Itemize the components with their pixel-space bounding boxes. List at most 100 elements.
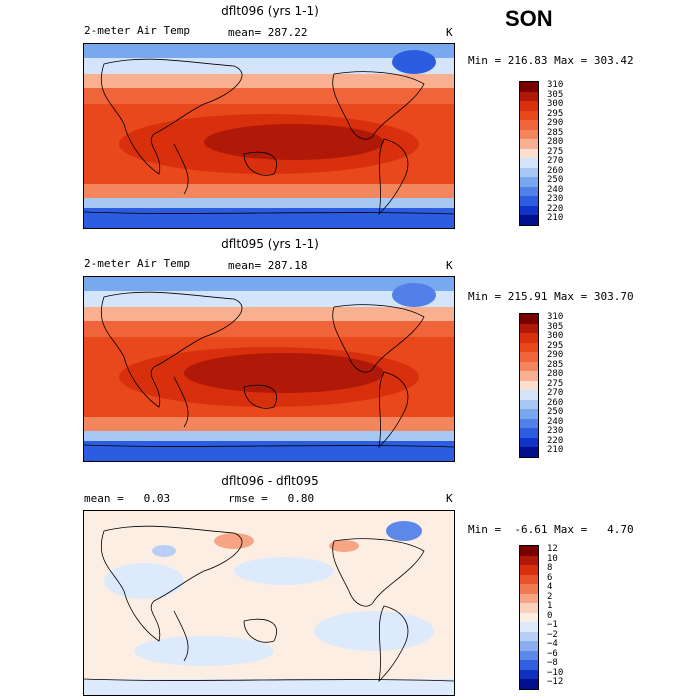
- colorbar-tick-label: 4: [547, 582, 553, 592]
- colorbar-tick-label: 6: [547, 572, 553, 583]
- colorbar-swatch: [520, 215, 538, 225]
- colorbar-tick-label: 240: [547, 184, 564, 195]
- colorbar-swatch: [520, 158, 538, 168]
- colorbar-swatch: [520, 399, 538, 409]
- colorbar-swatch: [520, 371, 538, 381]
- colorbar-tick-label: 275: [547, 378, 564, 389]
- colorbar-swatch: [520, 333, 538, 343]
- colorbar-swatch: [520, 352, 538, 362]
- colorbar-swatch: [520, 177, 538, 187]
- colorbar-tick-label: 310: [547, 80, 564, 90]
- colorbar-swatch: [520, 409, 538, 419]
- colorbar-tick-label: 260: [547, 397, 564, 408]
- colorbar-swatch: [520, 565, 538, 575]
- colorbar-swatch: [520, 82, 538, 92]
- colorbar-tick-label: 230: [547, 194, 564, 204]
- panel-2-variable-label: 2-meter Air Temp: [84, 257, 190, 270]
- panel-3-unit: K: [446, 492, 453, 505]
- colorbar-swatch: [520, 660, 538, 670]
- colorbar-tick-label: −12: [547, 677, 564, 687]
- colorbar-swatch: [520, 148, 538, 158]
- colorbar-tick-label: 295: [547, 340, 564, 351]
- colorbar-swatch: [520, 342, 538, 352]
- colorbar-tick-label: 295: [547, 108, 564, 119]
- colorbar-tick-label: 2: [547, 591, 553, 602]
- colorbar-swatch: [520, 380, 538, 390]
- colorbar-tick-label: 10: [547, 553, 558, 564]
- colorbar-tick-label: 290: [547, 118, 564, 128]
- panel-1-variable-label: 2-meter Air Temp: [84, 24, 190, 37]
- panel-1-mean-label: mean= 287.22: [228, 26, 308, 39]
- colorbar-swatch: [520, 101, 538, 111]
- colorbar-swatch: [520, 323, 538, 333]
- colorbar-tick-label: 310: [547, 312, 564, 322]
- colorbar-swatch: [520, 167, 538, 177]
- colorbar-tick-label: 270: [547, 156, 564, 166]
- colorbar-swatch: [520, 120, 538, 130]
- colorbar-swatch: [520, 593, 538, 603]
- colorbar-swatch: [520, 555, 538, 565]
- colorbar-swatch: [520, 186, 538, 196]
- colorbar-tick-label: 285: [547, 127, 564, 138]
- colorbar-tick-label: −1: [547, 620, 558, 630]
- colorbar-tick-label: 280: [547, 369, 564, 379]
- colorbar-tick-label: 210: [547, 213, 564, 223]
- panel-1-map: [83, 43, 455, 229]
- panel-1-colorbar-labels: 310 305 300 295 290 285 280 275 270 260 250 240 230 2…: [547, 80, 564, 224]
- colorbar-tick-label: 280: [547, 137, 564, 147]
- colorbar-swatch: [520, 631, 538, 641]
- colorbar-swatch: [520, 650, 538, 660]
- colorbar-swatch: [520, 612, 538, 622]
- colorbar-tick-label: 12: [547, 544, 558, 554]
- colorbar-swatch: [520, 205, 538, 215]
- colorbar-tick-label: 305: [547, 321, 564, 332]
- colorbar-swatch: [520, 196, 538, 206]
- panel-1-title: dflt096 (yrs 1-1): [221, 4, 319, 18]
- colorbar-swatch: [520, 91, 538, 101]
- panel-2-title: dflt095 (yrs 1-1): [221, 237, 319, 251]
- panel-2-mean-label: mean= 287.18: [228, 259, 308, 272]
- colorbar-swatch: [520, 584, 538, 594]
- colorbar-tick-label: 220: [547, 435, 564, 446]
- colorbar-tick-label: −4: [547, 639, 558, 649]
- colorbar-swatch: [520, 622, 538, 632]
- colorbar-tick-label: 260: [547, 165, 564, 176]
- colorbar-swatch: [520, 314, 538, 324]
- colorbar-swatch: [520, 603, 538, 613]
- colorbar-swatch: [520, 641, 538, 651]
- colorbar-swatch: [520, 428, 538, 438]
- panel-2-minmax: Min = 215.91 Max = 303.70: [468, 290, 634, 303]
- season-title: SON: [505, 6, 553, 31]
- colorbar-tick-label: 8: [547, 563, 553, 573]
- colorbar-tick-label: −8: [547, 658, 558, 668]
- panel-1-minmax: Min = 216.83 Max = 303.42: [468, 54, 634, 67]
- panel-3-colorbar-labels: 12 10 8 6 4 2 1 0 −1 −2 −4 −6 −8 −10 −12: [547, 544, 564, 688]
- colorbar-tick-label: 285: [547, 359, 564, 370]
- colorbar-tick-label: 1: [547, 601, 553, 611]
- colorbar-tick-label: 300: [547, 331, 564, 341]
- colorbar-swatch: [520, 447, 538, 457]
- panel-3-title: dflt096 - dflt095: [221, 474, 319, 488]
- panel-2-map: [83, 276, 455, 462]
- colorbar-tick-label: −2: [547, 629, 558, 640]
- colorbar-tick-label: 210: [547, 445, 564, 455]
- colorbar-swatch: [520, 390, 538, 400]
- panel-3-rmse-label: rmse = 0.80: [228, 492, 315, 505]
- colorbar-tick-label: 305: [547, 89, 564, 100]
- panel-1-unit: K: [446, 26, 453, 39]
- colorbar-swatch: [520, 437, 538, 447]
- panel-2-colorbar: [519, 313, 539, 458]
- colorbar-tick-label: 220: [547, 203, 564, 214]
- panel-3-colorbar: [519, 545, 539, 690]
- colorbar-swatch: [520, 129, 538, 139]
- colorbar-tick-label: −10: [547, 667, 564, 678]
- colorbar-tick-label: 270: [547, 388, 564, 398]
- colorbar-swatch: [520, 418, 538, 428]
- panel-3-mean-label: mean = 0.03: [84, 492, 171, 505]
- colorbar-tick-label: 250: [547, 407, 564, 417]
- colorbar-tick-label: 0: [547, 610, 553, 621]
- colorbar-swatch: [520, 574, 538, 584]
- colorbar-tick-label: 250: [547, 175, 564, 185]
- colorbar-swatch: [520, 361, 538, 371]
- colorbar-swatch: [520, 139, 538, 149]
